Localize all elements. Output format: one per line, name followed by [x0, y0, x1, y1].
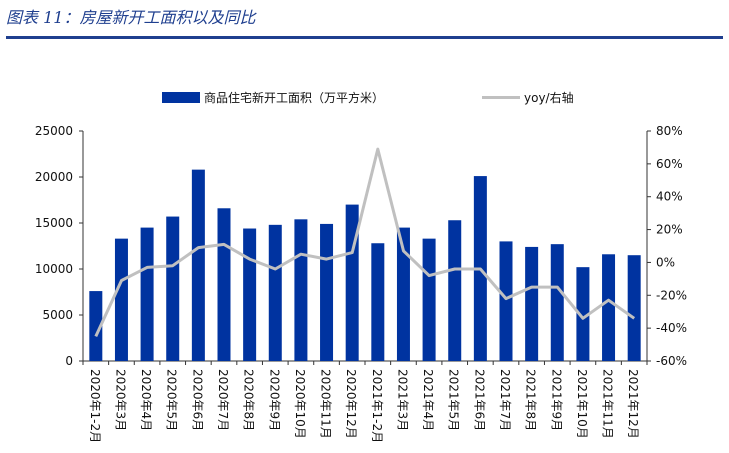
left-axis-tick-label: 5000 — [42, 308, 73, 322]
bar — [550, 244, 564, 361]
bar — [499, 241, 513, 361]
bar — [396, 227, 410, 361]
figure-title: 图表 11：房屋新开工面积以及同比 — [6, 8, 256, 27]
x-axis-category-label: 2020年7月 — [216, 369, 230, 431]
legend-bar-swatch — [162, 92, 200, 103]
legend-line-label: yoy/右轴 — [524, 90, 574, 105]
bar — [268, 224, 282, 361]
right-axis-tick-label: -60% — [656, 354, 687, 368]
x-axis-category-label: 2020年8月 — [242, 369, 256, 431]
x-axis-category-label: 2020年9月 — [267, 369, 281, 431]
x-axis-category-label: 2020年5月 — [165, 369, 179, 431]
x-axis-category-label: 2020年1-2月 — [88, 369, 102, 443]
right-axis-tick-label: -40% — [656, 321, 687, 335]
x-axis-category-label: 2020年12月 — [344, 369, 358, 439]
bar — [422, 238, 436, 361]
x-axis-category-label: 2021年3月 — [395, 369, 409, 431]
bar — [320, 223, 334, 361]
bar — [448, 220, 462, 361]
bar — [627, 255, 641, 361]
right-axis-tick-label: 20% — [656, 223, 683, 237]
left-axis-tick-label: 25000 — [35, 124, 73, 138]
plot-area: 0 5000 10000 15000 20000 25000 -60% -40% -20% 0% 2… — [35, 124, 687, 443]
x-axis-category-label: 2021年11月 — [601, 369, 615, 439]
x-axis-category-label: 2021年5月 — [447, 369, 461, 431]
right-axis-tick-label: 0% — [656, 255, 675, 269]
bar — [217, 208, 231, 361]
x-axis-category-label: 2021年7月 — [498, 369, 512, 431]
left-axis-tick-label: 20000 — [35, 170, 73, 184]
legend-bar-label: 商品住宅新开工面积（万平方米） — [204, 90, 384, 105]
x-axis-category-label: 2021年10月 — [575, 369, 589, 439]
bar — [525, 246, 539, 361]
right-axis-tick-label: 60% — [656, 157, 683, 171]
x-axis-category-label: 2021年8月 — [524, 369, 538, 431]
x-axis-category-label: 2021年9月 — [549, 369, 563, 431]
title-divider — [6, 36, 723, 39]
left-axis-tick-label: 10000 — [35, 262, 73, 276]
yoy-line — [94, 147, 636, 338]
x-axis-category-label: 2021年12月 — [626, 369, 640, 439]
legend: 商品住宅新开工面积（万平方米） yoy/右轴 — [162, 90, 574, 105]
left-axis-tick-label: 0 — [65, 354, 73, 368]
bar — [191, 169, 205, 361]
bar — [576, 267, 590, 361]
bar — [243, 228, 257, 361]
x-axis-category-label: 2020年3月 — [113, 369, 127, 431]
bar — [294, 219, 308, 361]
x-axis-category-label: 2021年4月 — [421, 369, 435, 431]
right-axis-tick-label: 40% — [656, 190, 683, 204]
bar — [371, 243, 385, 361]
bar — [114, 238, 128, 361]
bar — [166, 216, 180, 361]
bar — [140, 227, 154, 361]
left-axis-tick-label: 15000 — [35, 216, 73, 230]
right-axis-tick-label: -20% — [656, 288, 687, 302]
x-axis-category-label: 2020年6月 — [190, 369, 204, 431]
x-axis-category-label: 2021年1-2月 — [370, 369, 384, 443]
x-axis-category-label: 2021年6月 — [472, 369, 486, 431]
bar — [602, 254, 616, 361]
x-axis-category-label: 2020年4月 — [139, 369, 153, 431]
x-axis-category-label: 2020年10月 — [293, 369, 307, 439]
x-axis-category-label: 2020年11月 — [319, 369, 333, 439]
bar — [89, 291, 103, 361]
right-axis-tick-label: 80% — [656, 124, 683, 138]
